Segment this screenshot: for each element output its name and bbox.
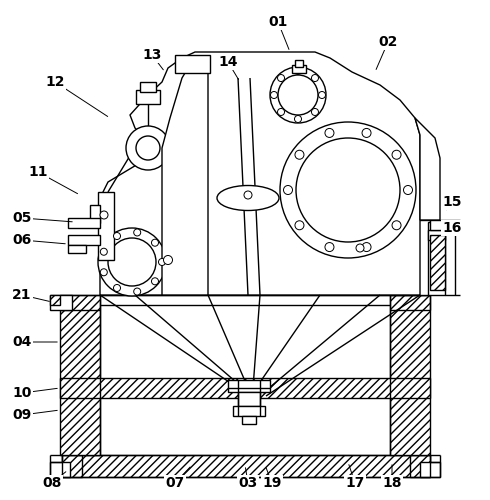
Circle shape <box>296 138 400 242</box>
Circle shape <box>277 74 285 82</box>
Circle shape <box>134 288 141 295</box>
Bar <box>430 235 445 290</box>
Circle shape <box>108 238 156 286</box>
Circle shape <box>151 278 158 285</box>
Circle shape <box>244 191 252 199</box>
Polygon shape <box>62 455 82 477</box>
Text: 19: 19 <box>262 476 282 490</box>
Ellipse shape <box>217 186 279 210</box>
Text: 21: 21 <box>12 288 32 302</box>
Text: 08: 08 <box>42 476 62 490</box>
Polygon shape <box>50 295 60 305</box>
Circle shape <box>100 269 107 276</box>
Text: 01: 01 <box>269 15 288 29</box>
Circle shape <box>278 75 318 115</box>
Bar <box>136 90 160 104</box>
Circle shape <box>325 242 334 252</box>
Circle shape <box>100 211 108 219</box>
Polygon shape <box>60 295 100 455</box>
Circle shape <box>277 108 285 116</box>
Polygon shape <box>390 295 430 455</box>
Circle shape <box>325 128 334 138</box>
Circle shape <box>284 186 293 194</box>
Bar <box>238 392 260 406</box>
Circle shape <box>295 150 304 159</box>
Circle shape <box>295 221 304 230</box>
Text: 15: 15 <box>442 195 462 209</box>
Bar <box>228 380 270 392</box>
Text: 11: 11 <box>28 165 48 179</box>
Text: 07: 07 <box>166 476 185 490</box>
Polygon shape <box>428 222 445 295</box>
Circle shape <box>318 92 325 98</box>
Circle shape <box>270 92 277 98</box>
Circle shape <box>270 67 326 123</box>
Bar <box>60 378 430 398</box>
Circle shape <box>312 108 318 116</box>
Polygon shape <box>50 295 72 310</box>
Polygon shape <box>100 52 420 295</box>
Text: 05: 05 <box>12 211 32 225</box>
Polygon shape <box>430 220 445 230</box>
Bar <box>68 245 86 253</box>
Text: 03: 03 <box>238 476 258 490</box>
Text: 09: 09 <box>12 408 32 422</box>
Circle shape <box>280 122 416 258</box>
Circle shape <box>403 186 413 194</box>
Circle shape <box>100 248 107 255</box>
Text: 12: 12 <box>45 75 65 89</box>
Circle shape <box>356 244 364 252</box>
Text: 16: 16 <box>442 221 462 235</box>
Circle shape <box>98 228 166 296</box>
Bar <box>90 205 100 223</box>
Text: 10: 10 <box>12 386 32 400</box>
Polygon shape <box>162 62 208 295</box>
Polygon shape <box>420 462 440 477</box>
Circle shape <box>164 256 172 264</box>
Text: 06: 06 <box>12 233 32 247</box>
Polygon shape <box>415 118 440 220</box>
Bar <box>292 65 306 73</box>
Bar <box>62 455 430 477</box>
Circle shape <box>294 116 301 122</box>
Circle shape <box>151 239 158 246</box>
Circle shape <box>362 242 371 252</box>
Bar <box>233 406 265 416</box>
Circle shape <box>362 128 371 138</box>
Text: 02: 02 <box>378 35 398 49</box>
Circle shape <box>126 126 170 170</box>
Text: 18: 18 <box>382 476 402 490</box>
Bar <box>242 416 256 424</box>
Bar <box>68 235 100 245</box>
Circle shape <box>114 284 121 292</box>
Circle shape <box>158 258 166 266</box>
Bar <box>98 192 114 260</box>
Bar <box>175 55 210 73</box>
Circle shape <box>294 68 301 74</box>
Text: 17: 17 <box>345 476 365 490</box>
Circle shape <box>392 150 401 159</box>
Circle shape <box>392 221 401 230</box>
Circle shape <box>312 74 318 82</box>
Bar <box>295 60 303 67</box>
Text: 13: 13 <box>142 48 162 62</box>
Polygon shape <box>390 220 430 295</box>
Polygon shape <box>50 462 70 477</box>
Bar <box>140 82 156 92</box>
Text: 04: 04 <box>12 335 32 349</box>
Polygon shape <box>410 455 430 477</box>
Circle shape <box>136 136 160 160</box>
Text: 14: 14 <box>218 55 238 69</box>
Bar <box>68 218 100 228</box>
Polygon shape <box>428 230 445 240</box>
Circle shape <box>114 232 121 239</box>
Circle shape <box>134 229 141 236</box>
